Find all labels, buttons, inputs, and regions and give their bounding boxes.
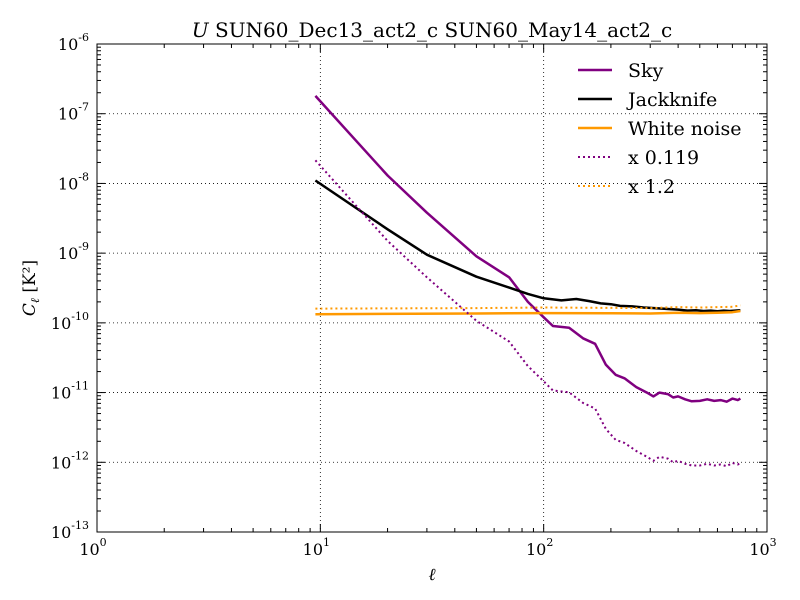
y-tick-label: 10-10 (51, 310, 89, 333)
x-tick-label: 101 (303, 536, 330, 559)
legend-label: Jackknife (626, 89, 717, 111)
y-tick-label: 10-11 (51, 380, 89, 403)
x-tick-label: 100 (79, 536, 106, 559)
y-tick-label: 10-13 (51, 519, 89, 542)
y-tick-label: 10-7 (58, 101, 89, 124)
series-line-x-0-119 (314, 159, 741, 468)
plot-area-frame (96, 43, 768, 533)
legend-label: White noise (628, 118, 742, 140)
y-axis-label: Cℓ [K²] (20, 260, 42, 316)
grid-lines (97, 44, 767, 532)
y-tick-label: 10-12 (51, 449, 89, 472)
axis-ticks (96, 43, 768, 533)
series-layer (314, 95, 742, 468)
series-line-x-1-2 (315, 304, 741, 310)
x-axis-label: ℓ (428, 565, 435, 585)
x-tick-label: 102 (526, 536, 553, 559)
axis-tick-labels: 100 101 102 103 10-13 10-12 10-11 10-10 10-9 10-8… (51, 31, 777, 559)
x-tick-label: 103 (749, 536, 776, 559)
series-line-white-noise (315, 309, 741, 316)
series-line-jackknife (314, 179, 741, 313)
y-tick-label: 10-6 (58, 31, 89, 54)
legend-label: Sky (628, 60, 664, 82)
series-line-sky (314, 95, 742, 403)
legend-label: x 0.119 (628, 147, 699, 169)
legend-label: x 1.2 (628, 176, 675, 198)
y-tick-label: 10-9 (58, 240, 89, 263)
legend: Sky Jackknife White noise x 0.119 x 1.2 (578, 60, 742, 198)
chart-title: U SUN60_Dec13_act2_c SUN60_May14_act2_c (192, 18, 672, 42)
y-tick-label: 10-8 (58, 170, 89, 193)
